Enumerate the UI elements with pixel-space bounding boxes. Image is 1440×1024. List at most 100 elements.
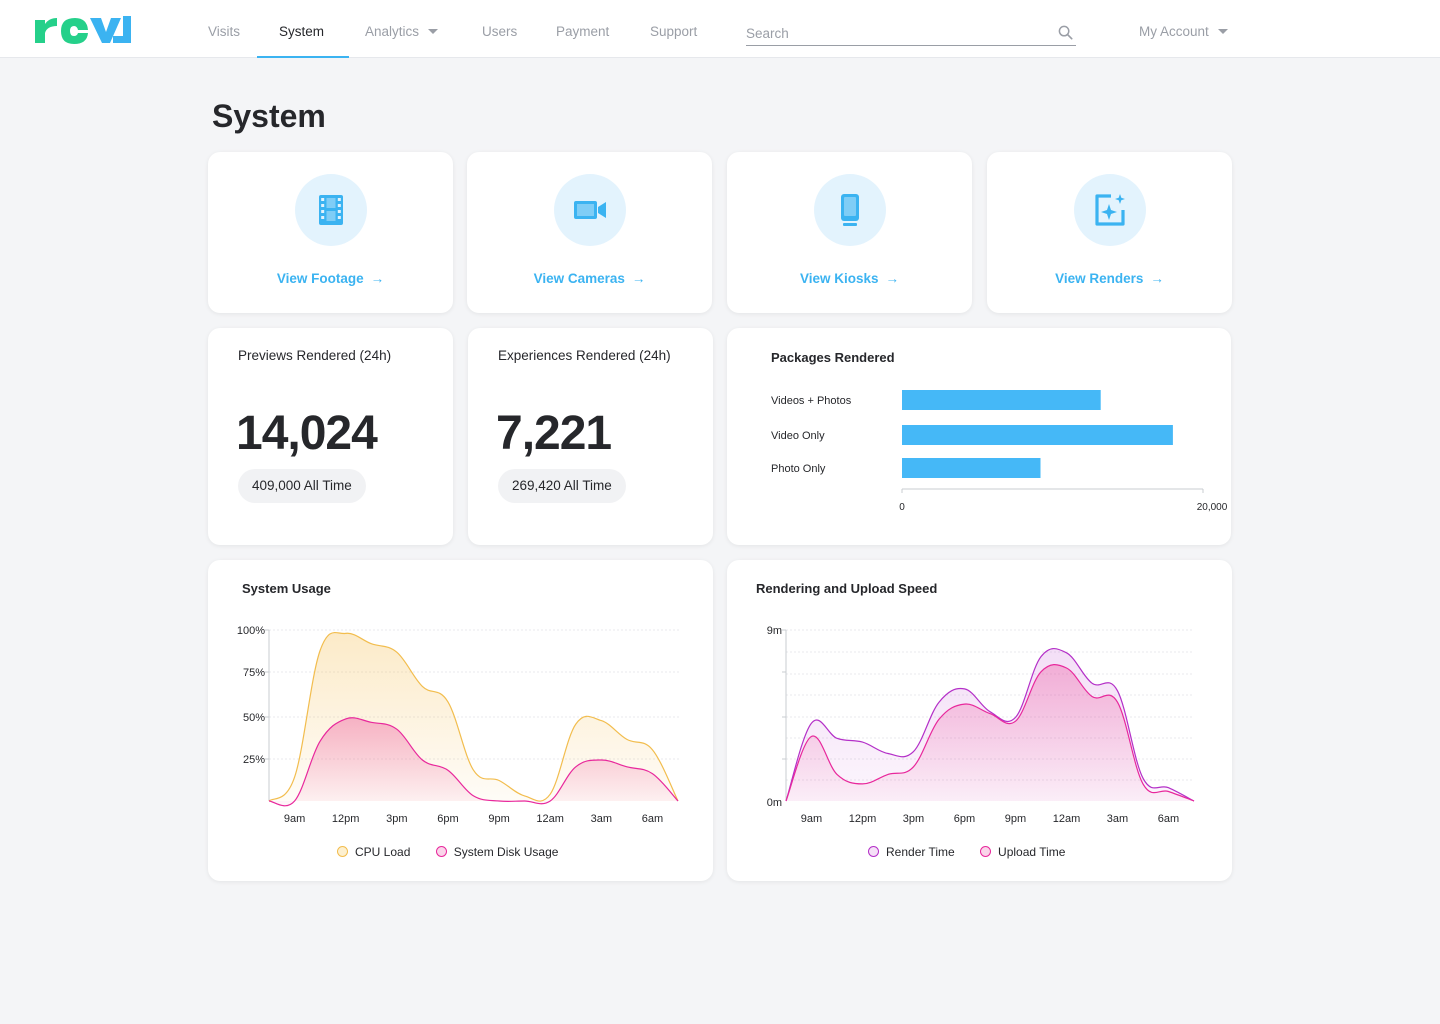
view-footage-link[interactable]: View Footage → [208, 271, 453, 286]
series-line [268, 717, 679, 807]
arrow-right-icon: → [370, 271, 385, 286]
x-tick-label: 12pm [849, 813, 877, 825]
packages-rendered-card: Packages Rendered Videos + Photos Video O… [727, 328, 1231, 545]
view-cameras-link[interactable]: View Cameras → [467, 271, 712, 286]
bar [902, 425, 1173, 445]
x-tick-label: 0 [899, 502, 905, 513]
stat-value: 14,024 [236, 407, 378, 460]
view-kiosks-label: View Kiosks [799, 271, 879, 286]
previews-rendered-card: Previews Rendered (24h) 14,024 409,000 A… [208, 328, 453, 545]
video-camera-icon [573, 201, 606, 219]
legend-label: CPU Load [355, 845, 411, 859]
icon-circle [294, 174, 367, 246]
legend-swatch [980, 846, 992, 857]
chart-legend: Render Time Upload Time [868, 845, 1087, 859]
system-usage-card: System Usage 100% 75% 50% 25% 9am 12pm 3pm 6pm 9… [208, 560, 713, 881]
view-footage-label: View Footage [276, 271, 364, 286]
view-cameras-card[interactable]: View Cameras → [467, 152, 712, 313]
nav-analytics-label: Analytics [365, 24, 420, 39]
arrow-right-icon: → [631, 271, 646, 286]
view-kiosks-card[interactable]: View Kiosks → [727, 152, 972, 313]
chart-title: System Usage [242, 581, 331, 596]
kiosk-device-icon [840, 194, 859, 226]
legend-item-upload-time[interactable]: Upload Time [980, 845, 1065, 859]
page-title: System [212, 98, 326, 134]
x-tick-label: 6am [642, 813, 663, 825]
x-tick-label: 20,000 [1197, 502, 1228, 513]
legend-swatch [868, 846, 879, 857]
x-tick-label: 12am [1053, 813, 1081, 825]
x-tick-label: 6am [1158, 813, 1179, 825]
x-tick-label: 6pm [954, 813, 975, 825]
chart-legend: CPU Load System Disk Usage [337, 845, 580, 859]
legend-label: Render Time [886, 845, 955, 859]
series-line [785, 664, 1195, 802]
nav-users[interactable]: Users [482, 24, 518, 39]
arrow-right-icon: → [1150, 271, 1164, 286]
all-time-badge: 269,420 All Time [498, 469, 626, 503]
arrow-right-icon: → [885, 271, 900, 286]
icon-circle [1073, 174, 1146, 246]
series-line [785, 647, 1195, 802]
y-tick-label: 25% [243, 754, 265, 766]
bar-category-label: Videos + Photos [771, 395, 852, 407]
stat-title: Experiences Rendered (24h) [498, 348, 671, 363]
chart-title: Packages Rendered [771, 350, 895, 365]
y-tick-label: 50% [243, 712, 265, 724]
nav-support[interactable]: Support [650, 24, 698, 39]
nav-visits[interactable]: Visits [208, 24, 241, 39]
view-renders-label: View Renders [1055, 271, 1144, 286]
bar [902, 458, 1041, 478]
x-tick-label: 6pm [437, 813, 458, 825]
render-sparkle-icon [1094, 194, 1125, 226]
nav-payment[interactable]: Payment [556, 24, 610, 39]
bar-category-label: Video Only [771, 430, 825, 442]
nav-system[interactable]: System [279, 24, 325, 39]
experiences-rendered-card: Experiences Rendered (24h) 7,221 269,420… [468, 328, 713, 545]
legend-item-cpu-load[interactable]: CPU Load [337, 845, 410, 859]
stat-title: Previews Rendered (24h) [238, 348, 392, 363]
legend-swatch [435, 846, 447, 857]
revl-logo[interactable]: revl [35, 16, 131, 44]
bar [902, 390, 1101, 410]
view-renders-link[interactable]: View Renders → [987, 271, 1232, 286]
stat-value: 7,221 [496, 407, 612, 460]
view-kiosks-link[interactable]: View Kiosks → [727, 271, 972, 286]
view-renders-card[interactable]: View Renders → [987, 152, 1232, 313]
series-line [268, 631, 679, 802]
x-tick-label: 3pm [903, 813, 924, 825]
legend-label: System Disk Usage [453, 845, 559, 859]
y-tick-label: 100% [237, 625, 265, 637]
my-account-label: My Account [1139, 24, 1209, 39]
x-tick-label: 9pm [1005, 813, 1026, 825]
system-usage-area-chart: 100% 75% 50% 25% 9am 12pm 3pm 6pm 9pm 12am 3am 6am [237, 625, 680, 825]
x-tick-label: 3am [591, 813, 612, 825]
all-time-badge: 409,000 All Time [238, 469, 366, 503]
search-icon[interactable] [1058, 25, 1073, 40]
x-tick-label: 9pm [488, 813, 509, 825]
x-tick-label: 3pm [386, 813, 407, 825]
view-cameras-label: View Cameras [533, 271, 625, 286]
my-account-menu[interactable]: My Account [1139, 0, 1228, 58]
rendering-upload-card: Rendering and Upload Speed 9m 0m 9am 12pm 3p… [727, 560, 1232, 881]
view-footage-card[interactable]: View Footage → [208, 152, 453, 313]
y-tick-label: 9m [767, 625, 782, 637]
legend-item-render-time[interactable]: Render Time [868, 845, 955, 859]
search-box [746, 20, 1076, 46]
legend-swatch [337, 846, 348, 857]
legend-item-system-disk-usage[interactable]: System Disk Usage [435, 845, 559, 859]
icon-circle [813, 174, 886, 246]
top-nav-bar: revl Visits System Analytics Users Payme… [0, 0, 1440, 58]
y-tick-label: 0m [767, 797, 782, 809]
x-tick-label: 12am [536, 813, 564, 825]
chevron-down-icon [1217, 29, 1228, 34]
nav-analytics[interactable]: Analytics [365, 0, 439, 58]
active-nav-indicator [257, 56, 349, 58]
bar-category-label: Photo Only [771, 463, 826, 475]
legend-label: Upload Time [998, 845, 1066, 859]
film-icon [318, 195, 343, 225]
packages-bar-chart: Videos + Photos Video Only Photo Only 0 20,0… [771, 390, 1228, 513]
x-tick-label: 3am [1107, 813, 1128, 825]
y-tick-label: 75% [243, 667, 265, 679]
search-input[interactable] [746, 20, 1046, 44]
